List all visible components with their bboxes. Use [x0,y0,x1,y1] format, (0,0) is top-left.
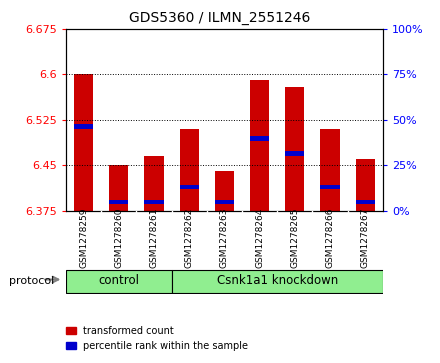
FancyBboxPatch shape [66,270,172,293]
Text: control: control [98,274,139,287]
Text: GSM1278261: GSM1278261 [150,208,158,268]
Bar [180,129,199,211]
Text: Csnk1a1 knockdown: Csnk1a1 knockdown [216,274,338,287]
Bar [250,136,269,141]
Text: GSM1278260: GSM1278260 [114,208,123,268]
Bar [320,129,340,211]
Bar [320,184,340,189]
Bar [250,81,269,211]
Bar [180,184,199,189]
Text: GSM1278259: GSM1278259 [79,208,88,268]
Text: GDS5360 / ILMN_2551246: GDS5360 / ILMN_2551246 [129,11,311,25]
Text: GSM1278263: GSM1278263 [220,208,229,268]
Bar [109,165,128,211]
Text: protocol: protocol [9,276,54,286]
Bar [285,151,304,156]
Bar [109,200,128,204]
Text: GSM1278265: GSM1278265 [290,208,299,268]
Bar [144,200,164,204]
Text: GSM1278262: GSM1278262 [185,208,194,268]
Bar [356,159,375,211]
Legend: transformed count, percentile rank within the sample: transformed count, percentile rank withi… [62,322,252,355]
Text: GSM1278266: GSM1278266 [326,208,334,268]
Bar [215,171,234,211]
Bar [356,200,375,204]
Bar [74,124,93,129]
Bar [285,86,304,211]
Bar [74,74,93,211]
Text: GSM1278267: GSM1278267 [361,208,370,268]
Text: GSM1278264: GSM1278264 [255,208,264,268]
FancyBboxPatch shape [172,270,383,293]
Bar [215,200,234,204]
Bar [144,156,164,211]
